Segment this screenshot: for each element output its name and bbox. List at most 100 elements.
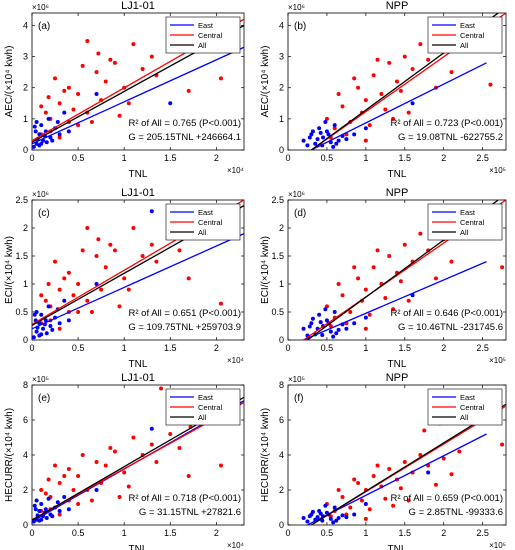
data-point-central <box>336 488 341 492</box>
y-axis-label: HECURR/(×10⁴ kwh) <box>4 408 15 502</box>
data-point-east <box>301 326 306 331</box>
data-point-central <box>367 507 372 512</box>
data-point-east <box>336 516 341 520</box>
y-axis-label: AEC/(×10⁴ kwh) <box>4 46 15 118</box>
y-tick-label: 3 <box>23 52 28 62</box>
data-point-central <box>387 254 392 258</box>
legend-label: Central <box>198 403 223 412</box>
data-point-east <box>39 312 44 317</box>
data-point-central <box>398 279 403 284</box>
y-tick-label: 4 <box>279 450 284 460</box>
data-point-central <box>398 486 403 491</box>
data-point-east <box>149 426 154 431</box>
data-point-central <box>140 254 145 258</box>
x-tick-label: 0 <box>29 153 34 163</box>
data-point-east <box>44 516 49 520</box>
data-point-east <box>307 135 312 140</box>
data-point-central <box>363 138 368 143</box>
data-point-central <box>375 248 380 253</box>
data-point-central <box>348 505 353 510</box>
chart-title: LJ1-01 <box>121 187 155 199</box>
data-point-east <box>50 138 55 143</box>
data-point-central <box>80 63 85 68</box>
y-exponent-label: ×10⁵ <box>288 375 305 384</box>
legend-label: All <box>460 413 469 422</box>
data-point-central <box>336 282 341 286</box>
data-point-central <box>89 498 94 503</box>
data-point-central <box>71 107 76 112</box>
y-exponent-label: ×10⁶ <box>32 190 49 199</box>
x-tick-label: 1.5 <box>399 343 412 353</box>
data-point-central <box>402 460 407 464</box>
x-tick-label: 0 <box>285 528 290 538</box>
legend-label: All <box>198 413 207 422</box>
data-point-east <box>332 505 337 510</box>
data-point-central <box>340 495 345 499</box>
data-point-central <box>488 82 493 87</box>
y-tick-label: 2 <box>279 83 284 93</box>
r2-annotation: R² of All = 0.646 (P<0.001) <box>391 308 503 319</box>
data-point-central <box>387 467 392 471</box>
data-point-central <box>131 226 136 230</box>
data-point-east <box>66 129 71 134</box>
data-point-central <box>108 242 113 247</box>
data-point-central <box>418 231 423 236</box>
data-point-east <box>324 129 329 134</box>
y-tick-label: 8 <box>23 380 28 390</box>
data-point-east <box>334 141 339 146</box>
y-tick-label: 2 <box>23 83 28 93</box>
x-tick-label: 0.5 <box>72 343 85 353</box>
x-tick-label: 1 <box>363 153 368 163</box>
data-point-central <box>356 85 361 90</box>
data-point-east <box>94 91 99 96</box>
y-tick-label: 2.5 <box>15 195 28 205</box>
y-tick-label: 2.5 <box>271 195 284 205</box>
data-point-east <box>305 519 310 524</box>
panel-label: (e) <box>38 393 50 404</box>
chart-panel: 0 0.5 1 1.5 2 2.5 0 0.5 1 1.5 2 2.5 ×10⁶ ×10⁵ NPP TNL EC… <box>260 187 507 370</box>
y-tick-label: 0 <box>279 335 284 345</box>
data-point-east <box>57 509 62 513</box>
y-tick-label: 2 <box>279 485 284 495</box>
data-point-central <box>500 265 505 270</box>
data-point-central <box>53 259 58 264</box>
y-tick-label: 1 <box>23 279 28 289</box>
data-point-central <box>387 60 392 65</box>
data-point-central <box>46 477 51 482</box>
y-tick-label: 4 <box>279 20 284 30</box>
data-point-central <box>57 287 62 292</box>
equation-annotation: G = 205.15TNL +246664.1 <box>128 132 241 143</box>
y-tick-label: 0 <box>279 145 284 155</box>
data-point-east <box>48 324 53 328</box>
legend-label: All <box>460 228 469 237</box>
data-point-central <box>57 101 62 106</box>
data-point-east <box>66 318 71 323</box>
x-axis-label: TNL <box>129 169 148 180</box>
data-point-east <box>32 144 36 149</box>
data-point-central <box>410 67 415 72</box>
data-point-east <box>301 516 306 520</box>
x-axis-label: TNL <box>129 544 148 550</box>
data-point-east <box>332 123 337 128</box>
data-point-central <box>43 298 48 303</box>
data-point-east <box>32 312 37 317</box>
data-point-east <box>336 138 341 143</box>
x-exponent-label: ×10⁴ <box>227 166 245 175</box>
x-tick-label: 2.5 <box>476 153 489 163</box>
data-point-east <box>328 329 333 334</box>
data-point-central <box>39 104 44 109</box>
x-axis-label: TNL <box>388 359 407 370</box>
y-tick-label: 0.5 <box>15 307 28 317</box>
data-point-central <box>96 237 101 242</box>
data-point-central <box>80 453 85 457</box>
panel-label: (b) <box>294 21 306 32</box>
data-point-east <box>363 502 368 506</box>
data-point-east <box>344 137 349 142</box>
data-point-central <box>218 301 223 306</box>
y-tick-label: 4 <box>23 20 28 30</box>
data-point-east <box>94 282 99 286</box>
data-point-east <box>44 140 49 145</box>
